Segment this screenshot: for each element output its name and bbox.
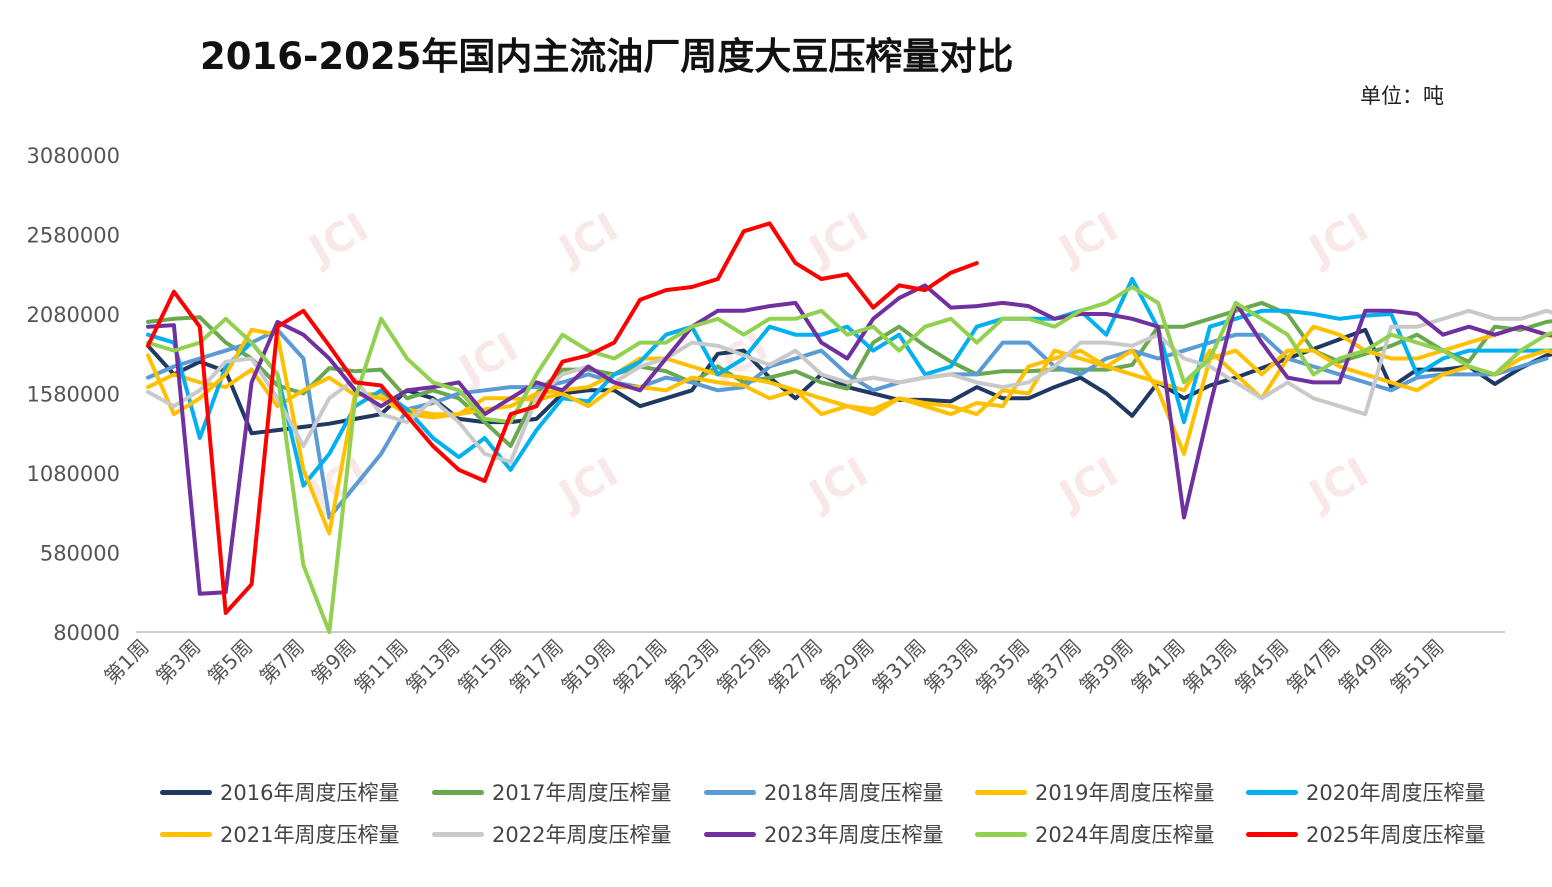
x-tick-label: 第5周	[203, 635, 257, 689]
x-tick-label: 第51周	[1385, 635, 1448, 698]
legend-item: 2022年周度压榨量	[432, 814, 671, 854]
watermark-text: JCI	[549, 204, 626, 275]
legend-label: 2020年周度压榨量	[1306, 781, 1486, 805]
legend-label: 2024年周度压榨量	[1035, 823, 1215, 847]
legend-swatch	[160, 789, 212, 795]
y-tick-label: 2080000	[26, 303, 120, 327]
x-tick-label: 第17周	[505, 635, 568, 698]
y-tick-label: 80000	[53, 621, 120, 645]
legend-item: 2018年周度压榨量	[704, 772, 943, 812]
watermark-text: JCI	[1299, 449, 1376, 520]
legend-swatch	[160, 831, 212, 837]
watermark-text: JCI	[1299, 204, 1376, 275]
legend-item: 2021年周度压榨量	[160, 814, 399, 854]
legend-swatch	[1246, 831, 1298, 837]
watermark-text: JCI	[549, 449, 626, 520]
legend-item: 2024年周度压榨量	[975, 814, 1214, 854]
legend-label: 2023年周度压榨量	[764, 823, 944, 847]
unit-label: 单位：吨	[1360, 84, 1444, 108]
x-tick-label: 第27周	[764, 635, 827, 698]
x-tick-label: 第23周	[660, 635, 723, 698]
x-tick-label: 第49周	[1333, 635, 1396, 698]
series-lines	[146, 221, 1552, 634]
watermark-text: JCI	[1049, 204, 1126, 275]
series-line	[146, 285, 1552, 634]
y-tick-label: 2580000	[26, 224, 120, 248]
series-line	[146, 308, 1552, 464]
x-tick-label: 第35周	[971, 635, 1034, 698]
x-tick-label: 第31周	[867, 635, 930, 698]
legend-swatch	[432, 789, 484, 795]
x-tick-label: 第25周	[712, 635, 775, 698]
legend-swatch	[704, 831, 756, 837]
x-tick-label: 第41周	[1126, 635, 1189, 698]
legend-label: 2016年周度压榨量	[220, 781, 400, 805]
legend-item: 2020年周度压榨量	[1246, 772, 1485, 812]
watermark-text: JCI	[1049, 449, 1126, 520]
series-line	[146, 327, 1549, 520]
x-tick-label: 第13周	[401, 635, 464, 698]
legend-item: 2017年周度压榨量	[432, 772, 671, 812]
y-axis: 80000 580000 1080000 1580000 2080000 2580000 3…	[26, 144, 120, 645]
y-tick-label: 3080000	[26, 144, 120, 168]
series-line	[146, 221, 979, 615]
legend-item: 2023年周度压榨量	[704, 814, 943, 854]
legend-label: 2018年周度压榨量	[764, 781, 944, 805]
x-tick-label: 第37周	[1023, 635, 1086, 698]
series-line	[146, 324, 1552, 417]
y-tick-label: 1080000	[26, 462, 120, 486]
y-tick-label: 580000	[40, 542, 120, 566]
x-tick-label: 第19周	[556, 635, 619, 698]
legend-swatch	[975, 789, 1027, 795]
y-tick-label: 1580000	[26, 383, 120, 407]
legend-item: 2019年周度压榨量	[975, 772, 1214, 812]
series-line	[146, 283, 1552, 596]
chart-title: 2016-2025年国内主流油厂周度大豆压榨量对比	[200, 35, 1014, 78]
legend-label: 2021年周度压榨量	[220, 823, 400, 847]
watermark-text: JCI	[299, 204, 376, 275]
legend-swatch	[1246, 789, 1298, 795]
watermark-text: JCI	[799, 449, 876, 520]
x-tick-label: 第45周	[1230, 635, 1293, 698]
series-line	[146, 327, 1552, 436]
x-tick-label: 第43周	[1178, 635, 1241, 698]
x-tick-label: 第47周	[1282, 635, 1345, 698]
legend-swatch	[432, 831, 484, 837]
legend-label: 2022年周度压榨量	[492, 823, 672, 847]
legend-item: 2025年周度压榨量	[1246, 814, 1485, 854]
x-tick-label: 第21周	[608, 635, 671, 698]
x-axis: 第1周第3周第5周第7周第9周第11周第13周第15周第17周第19周第21周第…	[99, 631, 1505, 698]
legend-swatch	[975, 831, 1027, 837]
x-tick-label: 第7周	[255, 635, 309, 689]
legend-label: 2017年周度压榨量	[492, 781, 672, 805]
legend-item: 2016年周度压榨量	[160, 772, 399, 812]
x-tick-label: 第29周	[815, 635, 878, 698]
watermark-text: JCI	[799, 204, 876, 275]
x-tick-label: 第15周	[453, 635, 516, 698]
x-tick-label: 第39周	[1074, 635, 1137, 698]
legend-label: 2025年周度压榨量	[1306, 823, 1486, 847]
x-tick-label: 第11周	[349, 635, 412, 698]
series-line	[146, 327, 1552, 536]
x-tick-label: 第33周	[919, 635, 982, 698]
x-tick-label: 第3周	[151, 635, 205, 689]
legend-swatch	[704, 789, 756, 795]
legend-label: 2019年周度压榨量	[1035, 781, 1215, 805]
